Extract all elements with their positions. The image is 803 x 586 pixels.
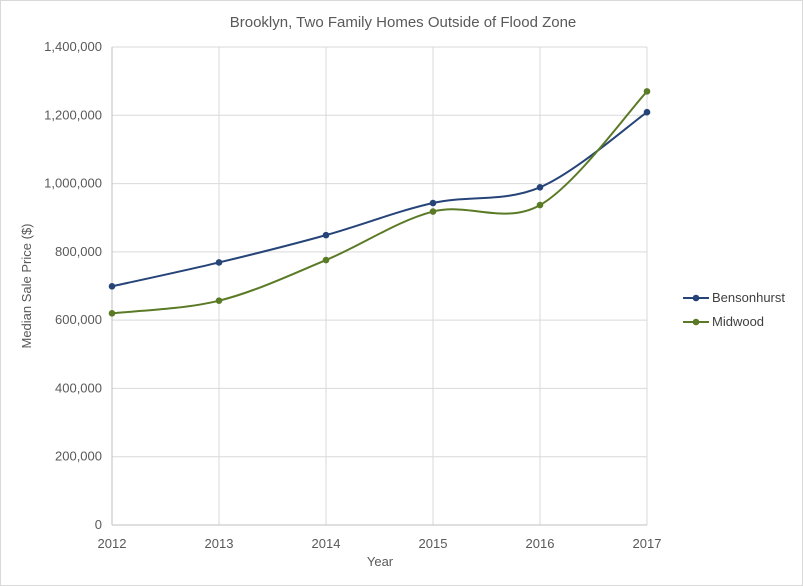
- x-tick-label: 2012: [98, 536, 127, 551]
- x-tick-label: 2017: [633, 536, 662, 551]
- series-bensonhurst: [108, 108, 651, 290]
- data-point-midwood: [429, 208, 437, 215]
- data-point-midwood: [108, 310, 116, 317]
- legend: Bensonhurst Midwood: [683, 290, 785, 329]
- legend-item-midwood: Midwood: [683, 314, 764, 329]
- x-tick-label: 2014: [312, 536, 341, 551]
- data-point-bensonhurst: [429, 199, 437, 207]
- legend-swatch-marker: [692, 318, 700, 326]
- x-tick-label: 2015: [419, 536, 448, 551]
- data-point-midwood: [322, 256, 330, 264]
- chart-title: Brooklyn, Two Family Homes Outside of Fl…: [230, 14, 577, 31]
- y-tick-label: 1,200,000: [44, 107, 102, 122]
- series-line-midwood: [111, 90, 648, 315]
- y-tick-label: 800,000: [55, 244, 102, 259]
- data-point-bensonhurst: [643, 108, 651, 116]
- x-axis-ticks: 2012 2013 2014 2015 2016 2017: [98, 536, 662, 551]
- y-tick-label: 400,000: [55, 380, 102, 395]
- y-axis-label: Median Sale Price ($): [19, 224, 34, 349]
- data-point-bensonhurst: [322, 231, 330, 239]
- x-tick-label: 2013: [205, 536, 234, 551]
- data-point-midwood: [643, 88, 651, 95]
- data-point-bensonhurst: [108, 283, 116, 290]
- series-lines: [108, 88, 651, 317]
- legend-item-bensonhurst: Bensonhurst: [683, 290, 785, 305]
- data-point-bensonhurst: [215, 259, 223, 266]
- y-tick-label: 600,000: [55, 312, 102, 327]
- y-axis-ticks: 0 200,000 400,000 600,000 800,000 1,000,000 1,…: [44, 39, 102, 532]
- series-line-bensonhurst: [111, 111, 648, 288]
- data-point-midwood: [536, 201, 544, 209]
- legend-label: Midwood: [712, 314, 764, 329]
- legend-label: Bensonhurst: [712, 290, 785, 305]
- y-tick-label: 200,000: [55, 449, 102, 464]
- gridlines: [112, 46, 648, 525]
- data-point-midwood: [215, 297, 223, 304]
- y-tick-label: 0: [95, 517, 102, 532]
- x-tick-label: 2016: [526, 536, 555, 551]
- x-axis-label: Year: [367, 554, 394, 569]
- axes: [111, 47, 647, 526]
- legend-swatch-marker: [692, 294, 700, 302]
- y-tick-label: 1,000,000: [44, 176, 102, 191]
- series-midwood: [108, 88, 651, 317]
- data-point-bensonhurst: [536, 184, 544, 191]
- y-tick-label: 1,400,000: [44, 39, 102, 54]
